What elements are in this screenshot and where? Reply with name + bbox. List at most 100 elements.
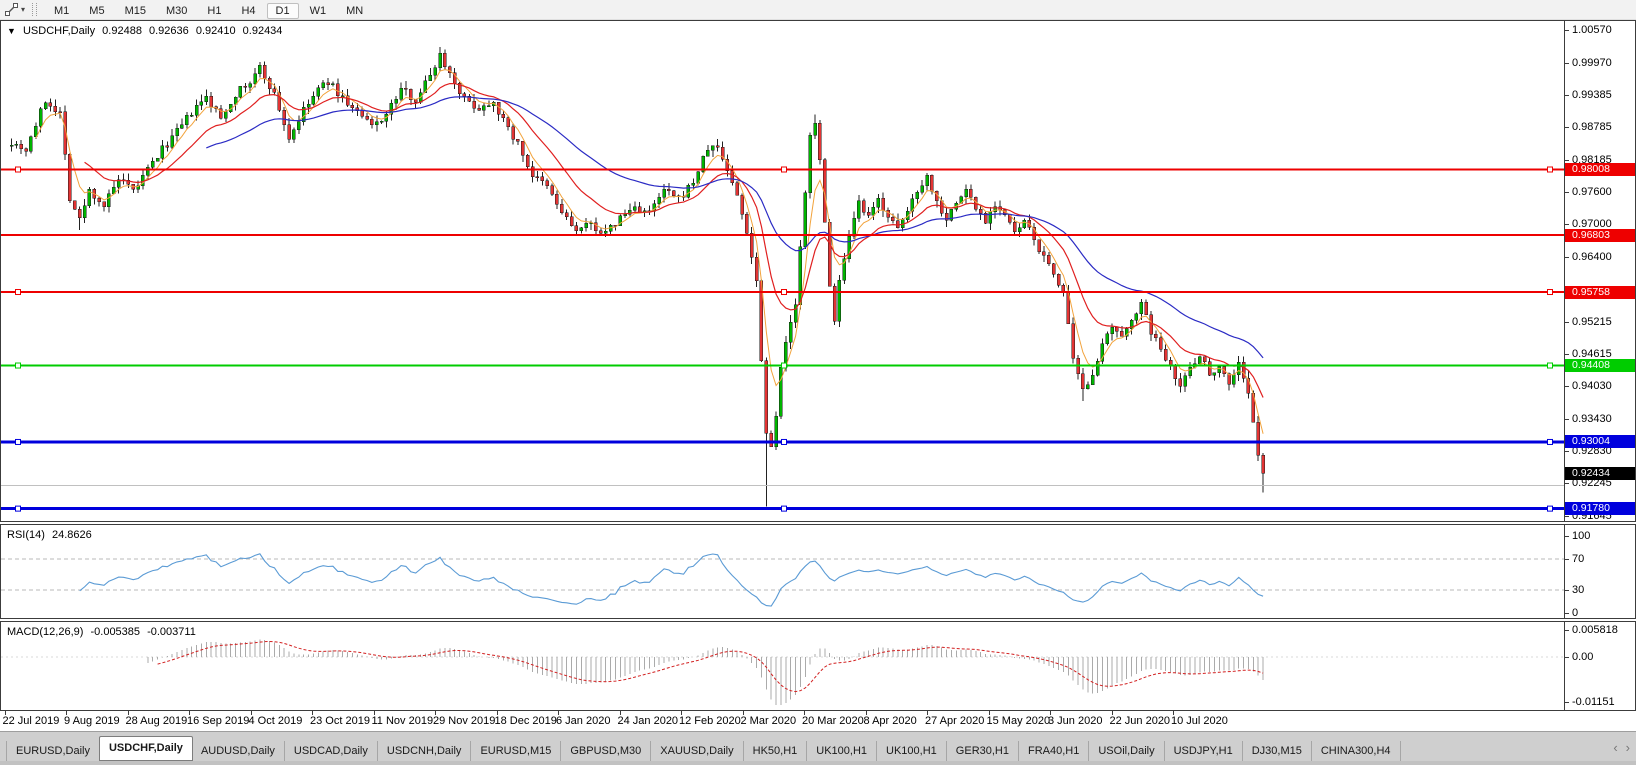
date-tick-mark <box>804 711 805 715</box>
date-tick-label: 16 Sep 2019 <box>187 715 250 727</box>
macd-tick-mark <box>1565 657 1569 658</box>
chart-tab-fra40-h1[interactable]: FRA40,H1 <box>1019 741 1090 761</box>
date-tick-label: 4 Oct 2019 <box>248 715 303 727</box>
macd-tick-label: -0.01151 <box>1572 696 1615 708</box>
ohlc-low: 0.92410 <box>195 25 236 37</box>
chart-symbol-period: USDCHF,Daily <box>22 25 96 37</box>
timeframe-m15[interactable]: M15 <box>116 3 155 19</box>
price-tick-mark <box>1565 354 1569 356</box>
rsi-label: RSI(14) 24.8626 <box>7 529 96 541</box>
price-chart-canvas[interactable] <box>1 21 1566 521</box>
macd-axis[interactable]: 0.005818 0.00 -0.01151 <box>1564 622 1635 710</box>
price-tick-label: 1.00570 <box>1572 24 1612 36</box>
price-tick-label: 0.94615 <box>1572 348 1612 361</box>
timeframe-h1[interactable]: H1 <box>198 3 230 19</box>
price-tick-label: 0.98785 <box>1572 121 1612 134</box>
macd-canvas[interactable] <box>1 622 1566 710</box>
chart-tab-eurusd-m15[interactable]: EURUSD,M15 <box>471 741 562 761</box>
date-axis[interactable]: 22 Jul 2019 9 Aug 2019 28 Aug 2019 16 Sep 2… <box>0 711 1636 731</box>
timeframe-h4[interactable]: H4 <box>232 3 264 19</box>
date-tick-label: 28 Aug 2019 <box>125 715 188 727</box>
rsi-tick-label: 70 <box>1572 553 1585 565</box>
level-price-badge: 0.96803 <box>1565 228 1635 242</box>
rsi-tick-label: 100 <box>1572 529 1591 542</box>
macd-main-value: -0.005385 <box>90 626 141 638</box>
date-tick-mark <box>988 711 990 715</box>
rsi-name: RSI(14) <box>7 529 45 541</box>
chart-tab-china300-h4[interactable]: CHINA300,H4 <box>1312 741 1401 761</box>
tab-scroll-buttons: ‹ › <box>1613 741 1630 755</box>
chart-tabs: EURUSD,Daily USDCHF,Daily AUDUSD,Daily USDC… <box>6 736 1401 761</box>
chart-tab-usoil-daily[interactable]: USOil,Daily <box>1089 741 1165 761</box>
chart-tab-usdchf-daily[interactable]: USDCHF,Daily <box>98 736 193 761</box>
price-tick-mark <box>1565 321 1569 323</box>
chart-tab-xauusd-daily[interactable]: XAUUSD,Daily <box>651 741 744 761</box>
date-tick-label: 11 Nov 2019 <box>371 715 434 727</box>
date-tick-mark <box>312 711 313 715</box>
date-tick-label: 9 Aug 2019 <box>64 715 120 727</box>
draw-tool-group[interactable]: ▾ <box>0 2 29 17</box>
date-tick-label: 29 Nov 2019 <box>433 715 496 727</box>
level-price-badge: 0.91780 <box>1565 502 1635 516</box>
chart-tab-usdjpy-h1[interactable]: USDJPY,H1 <box>1165 741 1243 761</box>
price-tick-mark <box>1565 62 1569 64</box>
chart-tab-usdcnh-daily[interactable]: USDCNH,Daily <box>378 741 472 761</box>
rsi-tick-mark <box>1565 613 1569 615</box>
date-tick-mark <box>4 711 6 715</box>
chart-tab-uk100-h1[interactable]: UK100,H1 <box>807 741 878 761</box>
macd-tick-mark <box>1565 630 1569 631</box>
date-tick-label: 22 Jul 2019 <box>2 715 60 727</box>
chart-title: ▼ USDCHF,Daily 0.92488 0.92636 0.92410 0… <box>7 25 286 37</box>
level-price-badge: 0.98008 <box>1565 163 1635 176</box>
rsi-axis[interactable]: 100 70 30 0 <box>1564 525 1635 619</box>
tab-scroll-right-icon[interactable]: › <box>1625 740 1630 755</box>
date-tick-mark <box>681 711 682 715</box>
date-tick-mark <box>250 711 252 715</box>
chart-tab-ger30-h1[interactable]: GER30,H1 <box>947 741 1019 761</box>
price-tick-mark <box>1565 224 1569 226</box>
price-tick-mark <box>1565 94 1569 96</box>
date-tick-label: 15 May 2020 <box>986 715 1051 727</box>
macd-signal-value: -0.003711 <box>147 626 196 638</box>
chart-tab-usdcad-daily[interactable]: USDCAD,Daily <box>285 741 378 761</box>
macd-tick-label: 0.00 <box>1572 651 1594 663</box>
timeframe-m1[interactable]: M1 <box>45 3 78 19</box>
date-tick-label: 27 Apr 2020 <box>925 715 985 727</box>
price-tick-mark <box>1565 483 1569 485</box>
rsi-canvas[interactable] <box>1 525 1566 618</box>
price-tick-mark <box>1565 451 1569 453</box>
date-tick-mark <box>865 711 867 715</box>
chart-tab-hk50-h1[interactable]: HK50,H1 <box>744 741 808 761</box>
chart-tab-bar: EURUSD,Daily USDCHF,Daily AUDUSD,Daily USDC… <box>0 731 1636 765</box>
macd-name: MACD(12,26,9) <box>7 626 84 638</box>
price-tick-label: 0.93430 <box>1572 412 1612 425</box>
chart-tab-gbpusd-m30[interactable]: GBPUSD,M30 <box>561 741 652 761</box>
collapse-icon[interactable]: ▼ <box>7 26 16 36</box>
timeframe-mn[interactable]: MN <box>337 3 372 19</box>
timeframe-w1[interactable]: W1 <box>301 3 336 19</box>
date-tick-label: 20 Mar 2020 <box>802 715 864 727</box>
price-tick-mark <box>1565 159 1569 161</box>
price-tick-label: 0.92245 <box>1572 477 1612 490</box>
price-tick-mark <box>1565 127 1569 129</box>
timeframe-d1[interactable]: D1 <box>266 2 299 19</box>
tab-scroll-left-icon[interactable]: ‹ <box>1613 740 1618 755</box>
macd-tick-label: 0.005818 <box>1572 624 1618 636</box>
timeframe-m5[interactable]: M5 <box>80 3 113 19</box>
chart-tab-uk100-h1[interactable]: UK100,H1 <box>877 741 947 761</box>
ohlc-close: 0.92434 <box>242 25 283 37</box>
price-axis[interactable]: 1.00570 0.99970 0.99385 0.98785 0.98185 0.976… <box>1564 21 1635 522</box>
status-strip <box>0 761 1636 765</box>
draw-line-icon[interactable] <box>4 2 19 17</box>
chart-tab-eurusd-daily[interactable]: EURUSD,Daily <box>6 741 100 761</box>
chevron-down-icon[interactable]: ▾ <box>21 5 26 14</box>
chart-tab-audusd-daily[interactable]: AUDUSD,Daily <box>192 741 285 761</box>
rsi-tick-label: 30 <box>1572 584 1585 596</box>
macd-tick-mark <box>1565 702 1569 703</box>
price-tick-mark <box>1565 515 1569 517</box>
rsi-tick-mark <box>1565 535 1569 537</box>
chart-tab-dj30-m15[interactable]: DJ30,M15 <box>1243 741 1312 761</box>
timeframe-m30[interactable]: M30 <box>157 3 196 19</box>
date-tick-mark <box>742 711 744 715</box>
